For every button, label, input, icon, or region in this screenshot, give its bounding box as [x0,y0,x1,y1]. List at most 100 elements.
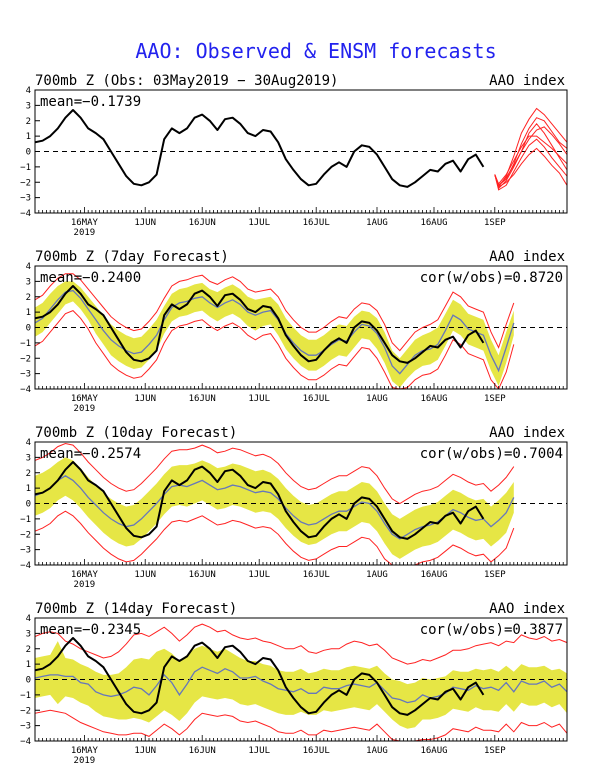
plot-body [35,623,567,741]
x-tick-label: 16AUG [420,570,447,580]
observed-line [35,109,485,188]
y-tick-label: −2 [20,706,31,716]
x-tick-label: 1AUG [366,218,388,228]
x-tick-label: 16MAY [71,394,99,404]
plot-body [35,273,567,389]
observed-line [35,637,485,716]
y-tick-label: 0 [26,676,31,686]
y-tick-label: 1 [26,132,31,142]
x-tick-label: 16JUN [189,218,216,228]
panel-cor-label: cor(w/obs)=0.7004 [420,446,563,462]
panel-mean-label: mean=−0.2400 [40,270,141,286]
x-tick-label: 1JUN [134,746,156,756]
x-tick-label: 16MAY [71,746,99,756]
y-tick-label: −4 [20,209,31,219]
panel-title: 700mb Z (10day Forecast) [35,425,237,441]
x-tick-label: 16JUN [189,746,216,756]
x-tick-year-label: 2019 [74,228,96,238]
x-tick-label: 16AUG [420,218,447,228]
figure-title: AAO: Observed & ENSM forecasts [135,39,496,63]
x-tick-label: 1SEP [484,570,506,580]
panel-title: 700mb Z (Obs: 03May2019 − 30Aug2019) [35,73,338,89]
ensemble-min-line [35,510,515,565]
x-tick-label: 1JUN [134,394,156,404]
x-tick-label: 1SEP [484,394,506,404]
x-tick-label: 16JUN [189,394,216,404]
y-tick-label: −2 [20,530,31,540]
y-tick-label: 4 [26,614,31,624]
y-tick-label: 3 [26,277,31,287]
panel-index-label: AAO index [489,601,565,617]
y-tick-label: 4 [26,262,31,272]
ensemble-member-line [494,135,567,185]
y-tick-label: 2 [26,293,31,303]
ensemble-max-line [35,623,567,665]
y-tick-label: −3 [20,546,31,556]
ensemble-spread-band [35,457,514,559]
y-tick-label: −3 [20,722,31,732]
x-tick-label: 1AUG [366,570,388,580]
panel-title: 700mb Z (7day Forecast) [35,249,229,265]
y-tick-label: −1 [20,691,31,701]
ensemble-min-line [35,709,567,741]
y-tick-label: 3 [26,629,31,639]
panel-14day-forecast: 700mb Z (14day Forecast) AAO index 4 3 2 1 0… [20,601,568,766]
y-tick-label: −2 [20,178,31,188]
x-tick-label: 16JUN [189,570,216,580]
x-tick-year-label: 2019 [74,580,96,590]
x-tick-year-label: 2019 [74,756,96,766]
x-tick-label: 1JUL [248,570,270,580]
x-tick-label: 1JUN [134,570,156,580]
y-tick-label: −1 [20,515,31,525]
x-tick-label: 1JUL [248,746,270,756]
panel-cor-label: cor(w/obs)=0.8720 [420,270,563,286]
y-tick-label: 0 [26,500,31,510]
ensemble-member-line [494,138,567,191]
y-tick-label: −4 [20,385,31,395]
ensemble-spread-band [35,281,514,388]
y-tick-label: 1 [26,484,31,494]
y-tick-label: −1 [20,163,31,173]
panel-cor-label: cor(w/obs)=0.3877 [420,622,563,638]
x-tick-label: 16JUL [303,570,330,580]
x-tick-label: 16JUL [303,394,330,404]
x-tick-label: 1SEP [484,746,506,756]
x-tick-label: 16JUL [303,746,330,756]
x-tick-label: 1JUL [248,394,270,404]
y-tick-label: −1 [20,339,31,349]
y-tick-label: −4 [20,737,31,747]
ensemble-max-line [35,273,515,352]
panel-mean-label: mean=−0.2345 [40,622,141,638]
panel-index-label: AAO index [489,425,565,441]
x-tick-label: 1SEP [484,218,506,228]
y-tick-label: 3 [26,101,31,111]
y-tick-label: 2 [26,645,31,655]
ensemble-min-line [35,310,515,389]
x-tick-label: 16MAY [71,570,99,580]
plot-body [35,442,567,565]
y-tick-label: 1 [26,660,31,670]
x-tick-label: 16JUL [303,218,330,228]
panel-mean-label: mean=−0.1739 [40,94,141,110]
y-tick-label: −3 [20,194,31,204]
ensemble-member-line [494,123,567,187]
y-tick-label: 4 [26,438,31,448]
ensemble-member-line [494,147,567,188]
x-tick-year-label: 2019 [74,404,96,414]
x-tick-label: 1JUL [248,218,270,228]
y-tick-label: 0 [26,148,31,158]
panel-index-label: AAO index [489,73,565,89]
panel-title: 700mb Z (14day Forecast) [35,601,237,617]
ensemble-max-line [35,442,515,505]
panel-10day-forecast: 700mb Z (10day Forecast) AAO index 4 3 2 1 0… [20,425,568,590]
y-tick-label: −3 [20,370,31,380]
x-tick-label: 1JUN [134,218,156,228]
x-tick-label: 16MAY [71,218,99,228]
observed-line [35,461,485,540]
y-tick-label: −4 [20,561,31,571]
y-tick-label: 2 [26,469,31,479]
